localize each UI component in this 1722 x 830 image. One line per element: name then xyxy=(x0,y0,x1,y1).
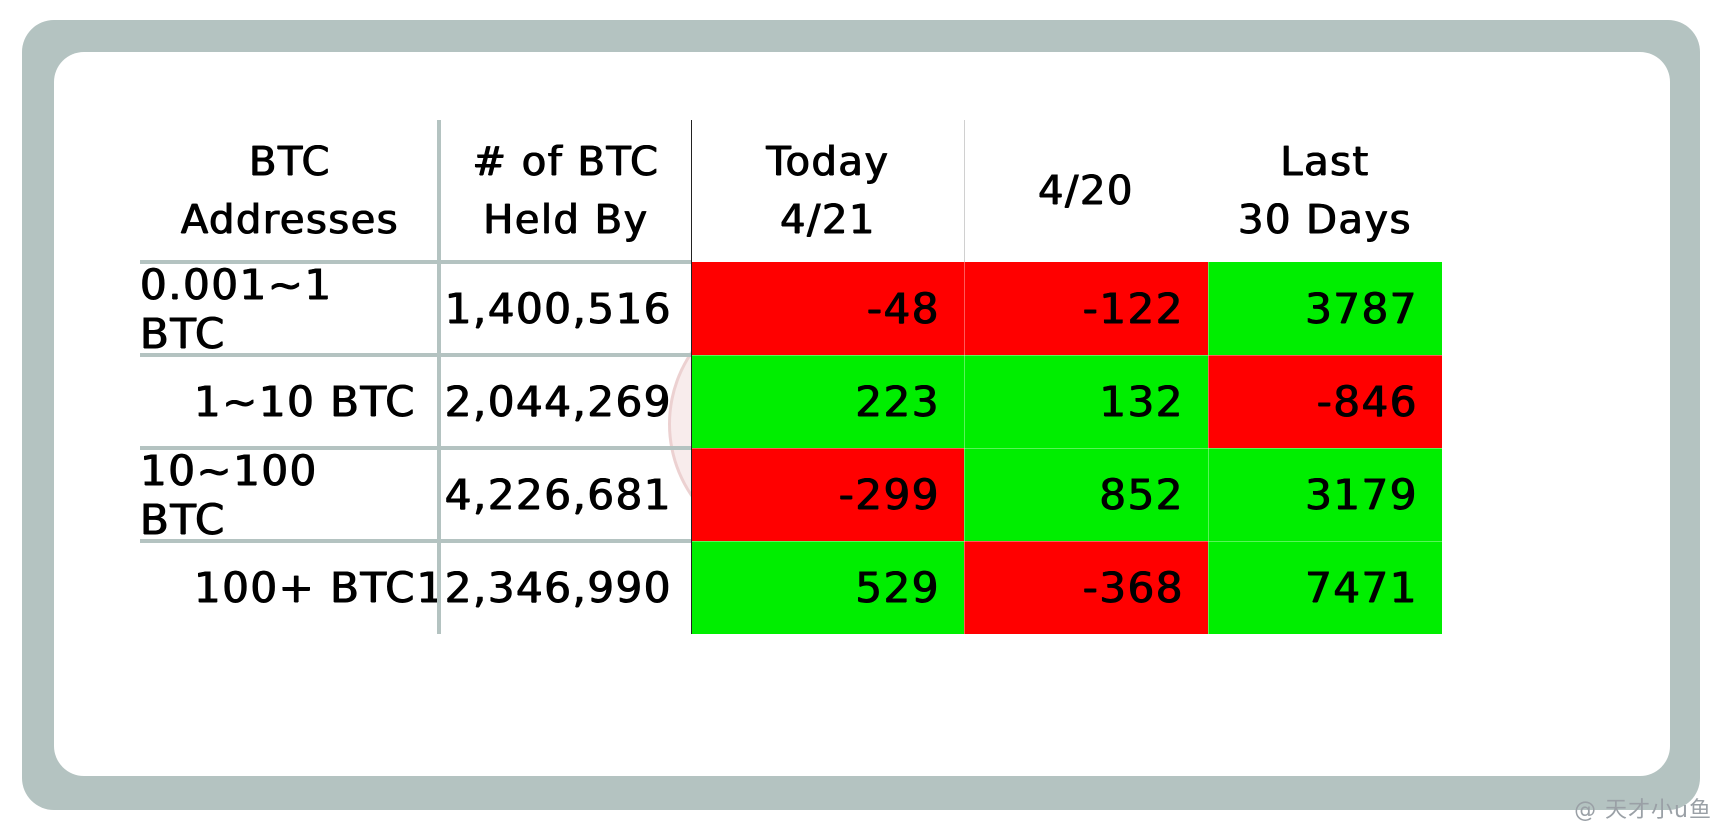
column-header: BTC Addresses xyxy=(140,120,440,262)
change-cell: 852 xyxy=(964,448,1208,541)
row-divider xyxy=(140,539,692,543)
footer-credit: @ 天才小u鱼 xyxy=(1574,798,1712,823)
cell-divider xyxy=(692,355,1442,356)
change-cell: 132 xyxy=(964,355,1208,448)
change-cell: -368 xyxy=(964,541,1208,634)
held-by-cell: 12,346,990 xyxy=(416,563,672,612)
column-header: Last 30 Days xyxy=(1208,120,1442,262)
column-header-line: 4/20 xyxy=(1038,168,1134,214)
cell-divider xyxy=(964,262,965,634)
change-cell: -122 xyxy=(964,262,1208,355)
cell-divider xyxy=(692,448,1442,449)
column-divider xyxy=(437,120,441,634)
column-header-line: BTC xyxy=(249,139,331,185)
change-cell: 3787 xyxy=(1208,262,1442,355)
column-header-line: Last xyxy=(1280,139,1370,185)
range-label-cell: 1~10 BTC xyxy=(193,377,416,426)
range-label-cell: 0.001~1 BTC xyxy=(140,259,333,358)
held-by-cell: 2,044,269 xyxy=(444,377,672,426)
row-divider xyxy=(140,260,692,264)
column-divider xyxy=(691,120,692,634)
range-label-cell: 10~100 BTC xyxy=(140,445,318,544)
column-header-line: # of BTC xyxy=(472,139,660,185)
column-header-line: Addresses xyxy=(180,197,400,243)
cell-divider xyxy=(1208,262,1209,634)
held-by-cell: 4,226,681 xyxy=(444,470,672,519)
change-cell: -299 xyxy=(692,448,964,541)
range-label-cell: 100+ BTC xyxy=(193,563,416,612)
column-divider xyxy=(964,120,965,262)
change-cell: -48 xyxy=(692,262,964,355)
column-header: Today 4/21 xyxy=(692,120,964,262)
held-by-cell: 1,400,516 xyxy=(444,284,672,333)
cell-divider xyxy=(692,541,1442,542)
change-cell: 3179 xyxy=(1208,448,1442,541)
change-cell: -846 xyxy=(1208,355,1442,448)
column-header-line: Today xyxy=(766,139,890,185)
column-header-line: 4/21 xyxy=(780,197,876,243)
column-header-line: Held By xyxy=(483,197,649,243)
column-header: 4/20 xyxy=(964,120,1208,262)
change-cell: 223 xyxy=(692,355,964,448)
column-header: # of BTC Held By xyxy=(440,120,692,262)
row-divider xyxy=(140,353,692,357)
change-cell: 529 xyxy=(692,541,964,634)
change-cell: 7471 xyxy=(1208,541,1442,634)
row-divider xyxy=(140,446,692,450)
column-header-line: 30 Days xyxy=(1238,197,1412,243)
